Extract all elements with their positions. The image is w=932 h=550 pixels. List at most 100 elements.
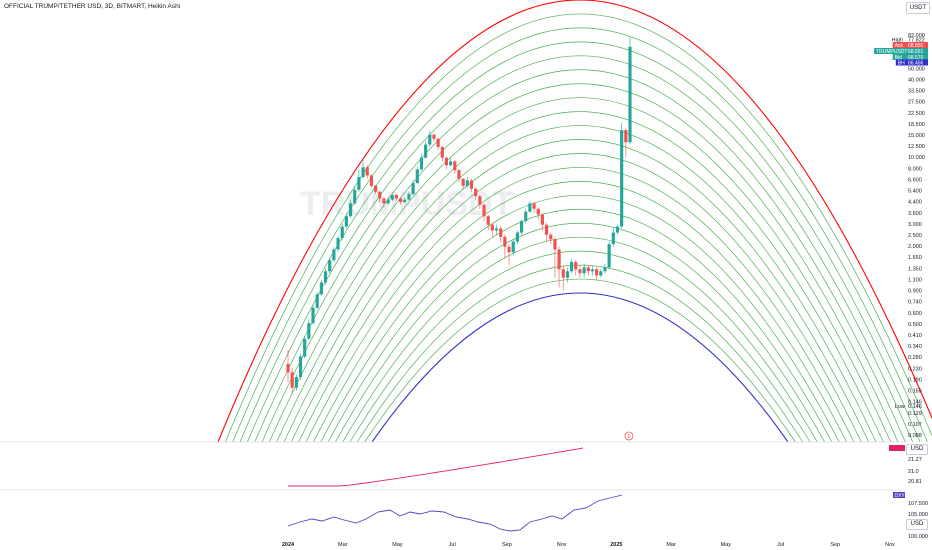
- price-tick-label: 1.650: [908, 255, 922, 261]
- price-tick-label: 33.500: [908, 89, 925, 95]
- candle: [582, 263, 586, 278]
- chart-title: OFFICIAL TRUMP/TETHER USD, 3D, BITMART, …: [4, 3, 181, 10]
- price-tick-label: 0.155: [908, 389, 922, 395]
- candle: [436, 137, 440, 150]
- candle: [545, 222, 549, 242]
- svg-text:68.850: 68.850: [908, 43, 924, 49]
- pane3-currency-badge[interactable]: USD: [906, 519, 928, 530]
- candle: [578, 265, 582, 278]
- price-tag: Ask 68.850: [892, 42, 928, 49]
- candle: [590, 265, 595, 276]
- time-tick-label: Mar: [338, 542, 348, 548]
- time-tick-label: May: [721, 542, 732, 548]
- candle: [474, 187, 478, 200]
- pane3-series-name: DXY: [895, 493, 906, 499]
- price-tick-label: 0.280: [908, 355, 922, 361]
- price-tick-label: 3.000: [908, 222, 922, 228]
- time-tick-label: Nov: [885, 542, 895, 548]
- candle: [340, 223, 344, 241]
- candle: [323, 268, 328, 285]
- fibonacci-arcs: [217, 0, 932, 443]
- candle: [624, 128, 628, 158]
- candle: [348, 199, 353, 218]
- arc-inner: [371, 292, 789, 443]
- price-tick-label: 6.600: [908, 177, 922, 183]
- price-tick-label: 15.000: [908, 133, 925, 139]
- candle: [449, 157, 453, 167]
- candle: [478, 195, 482, 209]
- time-tick-label: 2024: [282, 542, 295, 548]
- candle: [611, 228, 615, 247]
- price-tick-label: 27.500: [908, 100, 925, 106]
- candle: [599, 269, 603, 278]
- price-tick-label: 0.088: [908, 433, 922, 439]
- time-tick-label: May: [392, 542, 403, 548]
- candle: [519, 219, 524, 235]
- pane3-tick-label: 100.000: [908, 534, 928, 540]
- price-tick-label: 2.000: [908, 244, 922, 250]
- candle: [319, 279, 323, 297]
- candle: [511, 239, 515, 256]
- svg-text:BH: BH: [898, 60, 905, 66]
- arc-level: [283, 125, 877, 443]
- candle: [515, 230, 519, 245]
- candle: [469, 178, 474, 192]
- svg-text:TRUMPUSDT: TRUMPUSDT: [876, 49, 907, 55]
- time-tick-label: Sep: [830, 542, 840, 548]
- price-tag: TRUMPUSDT 68.661: [874, 48, 928, 55]
- candle: [499, 226, 503, 242]
- price-tick-label: 4.400: [908, 200, 922, 206]
- candle: [382, 197, 386, 208]
- price-tick-label: 1.350: [908, 266, 922, 272]
- candle: [536, 207, 540, 220]
- svg-text:High: High: [892, 37, 903, 43]
- candle: [411, 180, 415, 196]
- price-tick-label: 40.000: [908, 77, 925, 83]
- candle: [628, 37, 632, 145]
- candle: [565, 267, 570, 283]
- candle: [532, 202, 536, 214]
- price-axis[interactable]: 82.00077.82265.00050.00040.00033.50027.5…: [908, 33, 925, 439]
- candle: [615, 224, 620, 235]
- candle: [394, 193, 399, 201]
- price-tick-label: 22.500: [908, 111, 925, 117]
- candle: [407, 191, 411, 201]
- indicator-pane-2: 21.27 21.0 20.81: [288, 445, 922, 487]
- pane3-tick-label: 107.500: [908, 501, 928, 507]
- arc-level: [232, 27, 928, 443]
- candle: [378, 190, 382, 203]
- svg-text:77.822: 77.822: [908, 37, 925, 43]
- arc-level: [342, 237, 818, 443]
- candle: [328, 257, 332, 274]
- candle: [353, 185, 357, 205]
- candle: [557, 246, 561, 288]
- price-tick-label: 82.000: [908, 33, 925, 39]
- pane2-currency-badge[interactable]: USD: [906, 444, 928, 455]
- candle: [403, 197, 407, 204]
- svg-text:66.456: 66.456: [908, 60, 924, 66]
- candle: [457, 169, 461, 183]
- arc-level: [305, 167, 855, 443]
- arc-level: [269, 97, 891, 443]
- candle: [303, 336, 307, 359]
- time-axis[interactable]: 2024 Mar May Jul Sep Nov 2025 Mar May Jul Sep Nov: [282, 542, 895, 548]
- price-tick-label: 8.000: [908, 166, 922, 172]
- price-tick-label: 3.600: [908, 211, 922, 217]
- candle: [419, 153, 424, 171]
- price-tick-label: 12.500: [908, 144, 925, 150]
- time-tick-label: Jul: [449, 542, 456, 548]
- candle: [374, 184, 378, 194]
- candle: [361, 157, 365, 179]
- currency-badge[interactable]: USDT: [906, 2, 930, 14]
- candle: [369, 174, 373, 188]
- candle: [428, 130, 432, 147]
- event-marker[interactable]: E: [624, 431, 634, 441]
- pane2-tick-label: 20.81: [908, 479, 922, 485]
- arc-outer: [217, 0, 932, 443]
- price-tick-label: 5.400: [908, 189, 922, 195]
- candle: [603, 263, 607, 274]
- watermark: TRUMPUSDT: [300, 185, 514, 223]
- price-tick-label: 0.190: [908, 377, 922, 383]
